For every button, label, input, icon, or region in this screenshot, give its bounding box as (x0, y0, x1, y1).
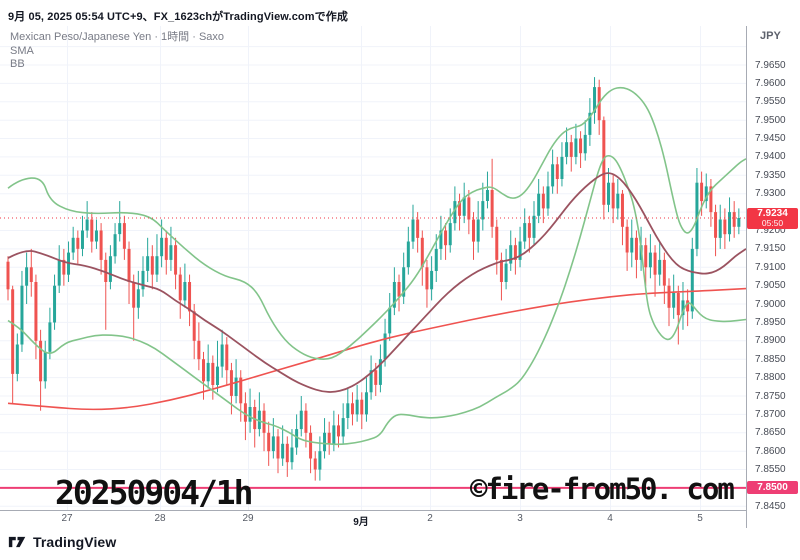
time-tick-label: 28 (154, 513, 166, 524)
price-tick-label: 7.8950 (755, 316, 786, 328)
price-tick-label: 7.9050 (755, 280, 786, 292)
price-tick-label: 7.9300 (755, 188, 786, 200)
last-price-badge: 7.9234 05:50 (747, 208, 798, 229)
last-price-value: 7.9234 (757, 208, 788, 219)
tradingview-logo-icon (8, 536, 26, 548)
price-tick-label: 7.9650 (755, 59, 786, 71)
tradingview-logo[interactable]: TradingView (8, 534, 116, 550)
time-tick-label: 3 (517, 513, 523, 524)
bar-countdown: 05:50 (761, 217, 784, 228)
indicator-bb-label[interactable]: BB (10, 58, 25, 70)
price-tick-label: 7.8550 (755, 464, 786, 475)
tradingview-logo-text: TradingView (33, 534, 117, 550)
price-tick-label: 7.9600 (755, 77, 786, 89)
time-axis[interactable]: 27 28 29 9月 2 3 4 5 (0, 510, 746, 530)
time-tick-label: 5 (697, 513, 703, 524)
price-axis-currency-label: JPY (760, 30, 781, 42)
time-tick-label: 2 (427, 513, 433, 524)
price-tick-label: 7.8750 (755, 390, 786, 402)
chart-creation-caption: 9月 05, 2025 05:54 UTC+9、FX_1623chがTradin… (8, 11, 348, 23)
price-tick-label: 7.8900 (755, 335, 786, 347)
price-tick-label: 7.9100 (755, 261, 786, 273)
level-price-badge[interactable]: 7.8500 (747, 481, 798, 495)
time-tick-label: 27 (61, 513, 73, 524)
time-tick-label: 9月 (353, 517, 369, 528)
watermark-date-label: 20250904/1h (55, 473, 254, 512)
price-tick-label: 7.8450 (755, 500, 786, 512)
time-tick-label: 4 (607, 513, 613, 524)
price-tick-label: 7.8850 (755, 353, 786, 365)
chart-legend: Mexican Peso/Japanese Yen · 1時間 · Saxo S… (10, 31, 224, 72)
price-tick-label: 7.9550 (755, 96, 786, 108)
price-tick-label: 7.9200 (755, 225, 786, 236)
price-axis[interactable]: JPY 7.9650 7.9600 7.9550 7.9500 7.9450 7.9400… (746, 26, 800, 528)
price-tick-label: 7.9400 (755, 151, 786, 163)
indicator-sma-label[interactable]: SMA (10, 44, 34, 57)
price-tick-label: 7.8600 (755, 445, 786, 457)
time-tick-label: 29 (242, 513, 254, 524)
price-tick-label: 7.9000 (755, 298, 786, 310)
symbol-title[interactable]: Mexican Peso/Japanese Yen · 1時間 · Saxo (10, 31, 225, 43)
price-tick-label: 7.9500 (755, 114, 786, 126)
price-tick-label: 7.9350 (755, 169, 786, 181)
price-tick-label: 7.9150 (755, 243, 786, 255)
price-tick-label: 7.8650 (755, 427, 786, 439)
price-tick-label: 7.8700 (755, 408, 786, 420)
watermark-site-label: ©fire-from50. com (470, 472, 735, 506)
price-tick-label: 7.9450 (755, 133, 786, 144)
price-tick-label: 7.8800 (755, 372, 786, 384)
